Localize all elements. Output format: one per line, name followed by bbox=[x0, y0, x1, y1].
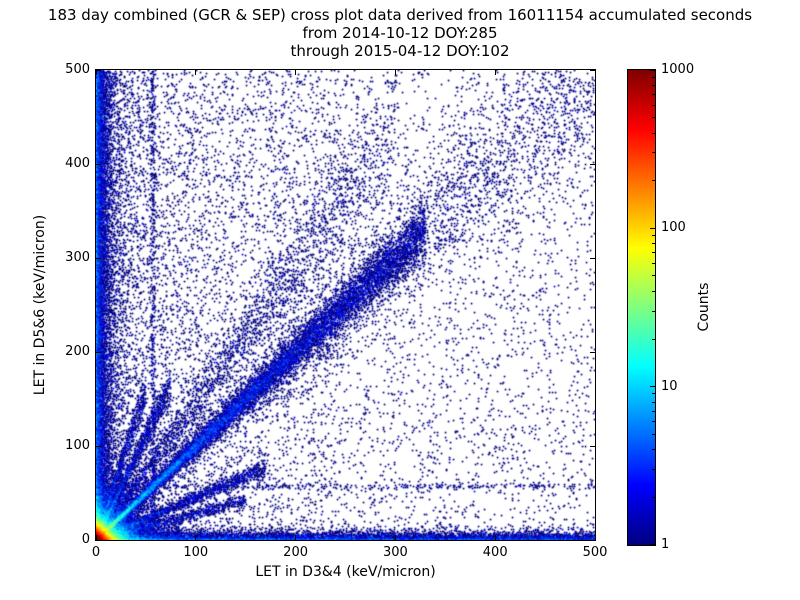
y-tick-label: 100 bbox=[65, 438, 90, 453]
colorbar-minor-tick-mark bbox=[652, 152, 655, 154]
y-tick-mark bbox=[96, 539, 101, 541]
x-tick-label: 300 bbox=[382, 545, 408, 560]
colorbar-minor-tick-mark bbox=[652, 410, 655, 412]
colorbar-minor-tick-mark bbox=[652, 252, 655, 254]
x-tick-mark bbox=[295, 70, 297, 75]
colorbar-minor-tick-mark bbox=[652, 275, 655, 277]
x-axis-label: LET in D3&4 (keV/micron) bbox=[255, 564, 436, 580]
colorbar-minor-tick-mark bbox=[652, 393, 655, 395]
y-tick-mark bbox=[96, 351, 101, 353]
colorbar-minor-tick-mark bbox=[652, 421, 655, 423]
colorbar-minor-tick-mark bbox=[652, 310, 655, 312]
y-tick-mark bbox=[590, 539, 595, 541]
y-tick-mark bbox=[96, 445, 101, 447]
chart-title: 183 day combined (GCR & SEP) cross plot … bbox=[0, 6, 800, 60]
x-tick-label: 400 bbox=[482, 545, 508, 560]
colorbar-minor-tick-mark bbox=[652, 243, 655, 245]
x-tick-mark bbox=[394, 70, 396, 75]
y-tick-mark bbox=[590, 257, 595, 259]
colorbar-minor-tick-mark bbox=[652, 235, 655, 237]
plot-area bbox=[95, 69, 596, 541]
colorbar-tick-mark bbox=[650, 544, 655, 545]
x-tick-mark bbox=[594, 535, 596, 540]
colorbar-tick-mark bbox=[650, 70, 655, 71]
x-tick-mark bbox=[394, 535, 396, 540]
y-tick-mark bbox=[590, 351, 595, 353]
title-line-2: from 2014-10-12 DOY:285 bbox=[302, 24, 498, 42]
y-tick-mark bbox=[96, 163, 101, 165]
x-tick-mark bbox=[295, 535, 297, 540]
colorbar-minor-tick-mark bbox=[652, 290, 655, 292]
y-tick-label: 200 bbox=[65, 344, 90, 359]
y-tick-mark bbox=[96, 69, 101, 71]
y-tick-mark bbox=[590, 445, 595, 447]
x-tick-mark bbox=[594, 70, 596, 75]
y-tick-mark bbox=[96, 257, 101, 259]
colorbar-minor-tick-mark bbox=[652, 117, 655, 119]
colorbar-minor-tick-mark bbox=[652, 433, 655, 435]
colorbar-minor-tick-mark bbox=[652, 401, 655, 403]
colorbar-tick-label: 1000 bbox=[661, 62, 695, 77]
x-tick-label: 100 bbox=[183, 545, 209, 560]
colorbar-minor-tick-mark bbox=[652, 468, 655, 470]
colorbar-minor-tick-mark bbox=[652, 94, 655, 96]
colorbar-minor-tick-mark bbox=[652, 449, 655, 451]
colorbar-tick-label: 1 bbox=[661, 537, 670, 552]
colorbar-label: Counts bbox=[696, 282, 712, 332]
y-tick-mark bbox=[590, 163, 595, 165]
x-tick-mark bbox=[494, 535, 496, 540]
colorbar-minor-tick-mark bbox=[652, 180, 655, 182]
colorbar-tick-mark bbox=[650, 227, 655, 229]
y-axis-label: LET in D5&6 (keV/micron) bbox=[32, 214, 48, 396]
colorbar-tick-label: 10 bbox=[661, 378, 678, 394]
colorbar-minor-tick-mark bbox=[652, 84, 655, 86]
colorbar-minor-tick-mark bbox=[652, 76, 655, 78]
colorbar-tick-mark bbox=[650, 386, 655, 388]
title-line-3: through 2015-04-12 DOY:102 bbox=[290, 42, 510, 60]
x-tick-mark bbox=[494, 70, 496, 75]
y-tick-label: 0 bbox=[81, 532, 90, 547]
colorbar-tick-label: 100 bbox=[661, 220, 686, 236]
colorbar-minor-tick-mark bbox=[652, 496, 655, 498]
colorbar bbox=[627, 69, 656, 546]
x-tick-mark bbox=[95, 70, 97, 75]
colorbar-minor-tick-mark bbox=[652, 338, 655, 340]
x-tick-mark bbox=[195, 70, 197, 75]
x-tick-label: 0 bbox=[91, 545, 101, 560]
colorbar-minor-tick-mark bbox=[652, 262, 655, 264]
x-tick-mark bbox=[195, 535, 197, 540]
x-tick-mark bbox=[95, 535, 97, 540]
y-tick-label: 400 bbox=[65, 156, 90, 171]
title-line-1: 183 day combined (GCR & SEP) cross plot … bbox=[47, 6, 753, 24]
y-tick-label: 500 bbox=[65, 62, 90, 77]
colorbar-minor-tick-mark bbox=[652, 132, 655, 134]
scatter-canvas bbox=[96, 70, 595, 540]
y-tick-label: 300 bbox=[65, 250, 90, 265]
x-tick-label: 200 bbox=[283, 545, 309, 560]
colorbar-minor-tick-mark bbox=[652, 104, 655, 106]
x-tick-label: 500 bbox=[582, 545, 608, 560]
y-tick-mark bbox=[590, 69, 595, 71]
